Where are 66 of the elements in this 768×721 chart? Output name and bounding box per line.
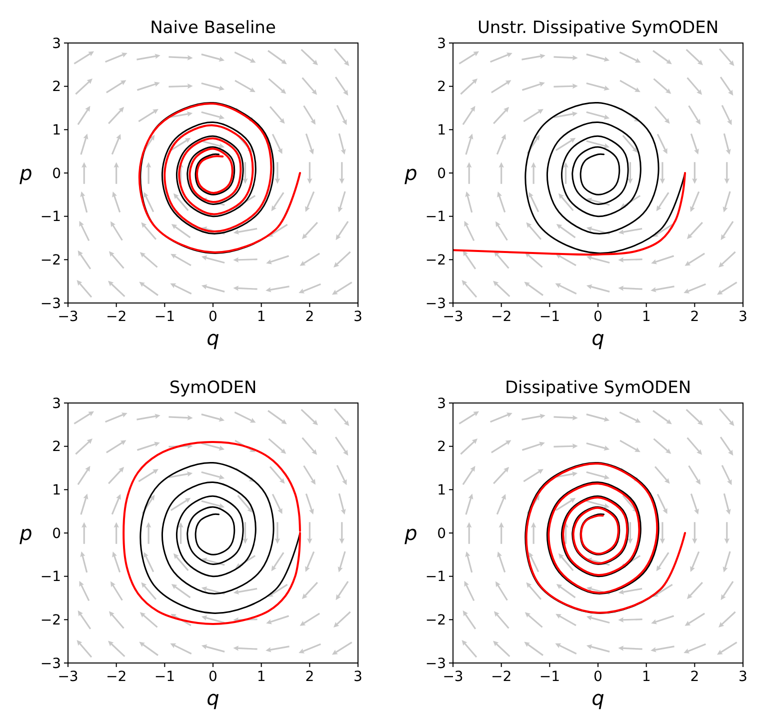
chart-title: Naive Baseline	[150, 18, 276, 38]
y-tick-label: 2	[52, 439, 61, 456]
y-tick-label: −3	[40, 656, 61, 672]
x-tick-label: 1	[642, 669, 651, 685]
y-tick-label: −2	[40, 252, 61, 269]
x-tick-label: −2	[106, 669, 127, 685]
y-tick-label: −3	[425, 656, 446, 672]
x-axis-title: q	[592, 686, 604, 710]
x-tick-label: −2	[491, 669, 512, 685]
y-axis-title: p	[18, 161, 32, 185]
x-axis-title: q	[206, 686, 220, 710]
x-tick-label: −2	[106, 309, 127, 325]
y-tick-label: 1	[437, 482, 446, 499]
y-tick-label: −3	[40, 296, 61, 312]
y-axis-title: p	[18, 521, 32, 545]
x-tick-label: 2	[305, 309, 314, 325]
y-tick-label: −1	[40, 209, 61, 226]
x-tick-label: −1	[539, 309, 560, 325]
chart-title: Unstr. Dissipative SymODEN	[477, 18, 719, 38]
y-tick-label: 0	[437, 166, 446, 182]
y-tick-label: 1	[52, 122, 61, 139]
y-axis-title: p	[404, 161, 418, 185]
chart-title: SymODEN	[169, 378, 257, 398]
x-tick-label: 0	[208, 669, 218, 685]
y-tick-label: −1	[40, 569, 61, 586]
y-tick-label: −3	[425, 296, 446, 312]
x-tick-label: 3	[738, 309, 748, 325]
y-tick-label: −2	[40, 612, 61, 629]
y-tick-label: 0	[52, 166, 61, 182]
y-tick-label: 3	[52, 36, 61, 52]
x-tick-label: 0	[208, 309, 218, 325]
y-tick-label: 2	[52, 79, 61, 96]
x-tick-label: 2	[690, 309, 700, 325]
x-tick-label: 1	[256, 669, 266, 685]
x-tick-label: 2	[305, 669, 314, 685]
x-tick-label: −1	[539, 669, 560, 685]
x-tick-label: 3	[354, 669, 362, 685]
y-axis-title: p	[404, 521, 418, 545]
y-tick-label: −1	[425, 569, 446, 586]
y-tick-label: 1	[437, 122, 446, 139]
x-tick-label: 3	[738, 669, 748, 685]
x-tick-label: 1	[256, 309, 266, 325]
x-tick-label: −1	[154, 669, 175, 685]
y-tick-label: 2	[437, 439, 446, 456]
x-tick-label: −2	[491, 309, 512, 325]
y-tick-label: 0	[437, 526, 446, 542]
x-tick-label: 1	[642, 309, 651, 325]
y-tick-label: 1	[52, 482, 61, 499]
y-tick-label: 3	[437, 396, 446, 412]
y-tick-label: −2	[425, 252, 446, 269]
chart-title: Dissipative SymODEN	[504, 378, 692, 398]
y-tick-label: 2	[437, 79, 446, 96]
line-series	[140, 462, 301, 614]
line-series	[524, 102, 686, 254]
x-axis-title: q	[206, 326, 220, 350]
x-tick-label: 2	[690, 669, 700, 685]
y-tick-label: 3	[52, 396, 61, 412]
x-tick-label: 0	[594, 669, 602, 685]
x-tick-label: −1	[154, 309, 175, 325]
x-tick-label: 3	[354, 309, 362, 325]
y-tick-label: 3	[437, 36, 446, 52]
y-tick-label: −1	[425, 209, 446, 226]
x-axis-title: q	[592, 326, 604, 350]
x-tick-label: 0	[594, 309, 602, 325]
y-tick-label: 0	[52, 526, 61, 542]
y-tick-label: −2	[425, 612, 446, 629]
